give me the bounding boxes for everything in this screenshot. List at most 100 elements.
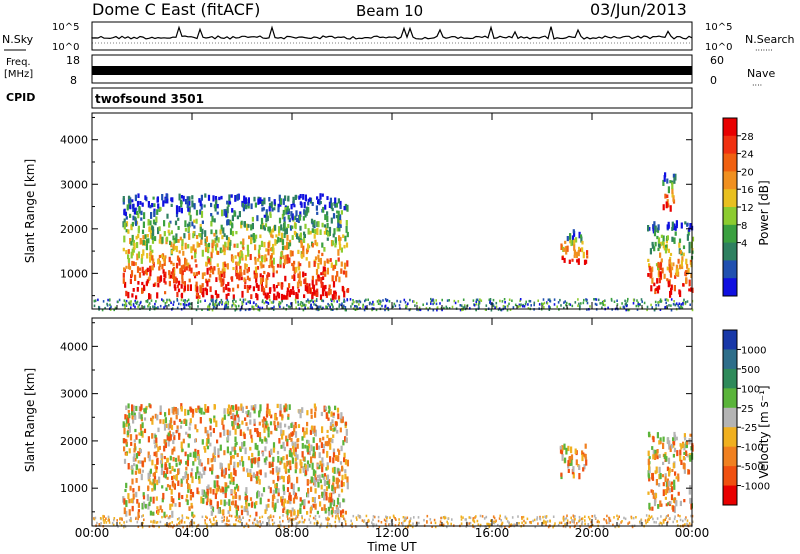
- power-echo-cell: [239, 265, 242, 270]
- velocity-clutter-cell: [398, 518, 400, 521]
- power-clutter-cell: [454, 301, 457, 305]
- velocity-echo-cell: [294, 422, 297, 426]
- velocity-echo-cell: [683, 463, 686, 470]
- velocity-echo-cell: [303, 499, 306, 506]
- power-echo-cell: [688, 247, 691, 254]
- power-echo-cell: [202, 291, 205, 298]
- power-clutter-cell: [109, 308, 112, 311]
- power-clutter-cell: [118, 298, 121, 302]
- power-clutter-cell: [282, 306, 285, 310]
- velocity-echo-cell: [285, 435, 288, 442]
- velocity-echo-cell: [303, 431, 306, 438]
- velocity-clutter-cell: [111, 521, 114, 525]
- velocity-clutter-cell: [296, 522, 299, 525]
- velocity-clutter-cell: [451, 518, 453, 521]
- velocity-clutter-cell: [286, 515, 289, 518]
- power-echo-cell: [207, 194, 211, 201]
- power-clutter-cell: [309, 306, 312, 309]
- velocity-echo-cell: [650, 489, 653, 493]
- power-echo-cell: [221, 209, 224, 217]
- power-echo-cell: [339, 243, 342, 251]
- velocity-clutter-cell: [672, 520, 674, 524]
- velocity-clutter-cell: [572, 520, 575, 523]
- power-echo-cell: [676, 271, 679, 276]
- power-echo-cell: [181, 239, 184, 247]
- velocity-echo-cell: [190, 472, 193, 477]
- velocity-clutter-cell: [270, 515, 272, 519]
- velocity-clutter-cell: [469, 521, 472, 525]
- velocity-echo-cell: [318, 474, 321, 481]
- velocity-clutter-cell: [371, 522, 374, 526]
- power-echo-cell: [210, 251, 213, 259]
- velocity-echo-cell: [336, 482, 339, 489]
- velocity-echo-cell: [204, 404, 207, 411]
- x-tick-label: 16:00: [475, 526, 510, 540]
- power-clutter-cell: [309, 299, 311, 303]
- power-clutter-cell: [625, 304, 628, 308]
- power-echo-cell: [259, 273, 262, 278]
- velocity-clutter-cell: [392, 514, 395, 518]
- velocity-echo-cell: [274, 425, 277, 431]
- velocity-clutter-cell: [686, 524, 689, 527]
- power-echo-cell: [228, 245, 231, 251]
- power-clutter-cell: [436, 308, 438, 312]
- power-echo-cell: [199, 233, 202, 238]
- velocity-echo-cell: [320, 442, 323, 448]
- cpid-program: twofsound 3501: [95, 92, 204, 106]
- power-echo-cell: [255, 234, 258, 239]
- velocity-clutter-cell: [328, 517, 330, 521]
- velocity-clutter-cell: [377, 519, 380, 523]
- velocity-echo-cell: [328, 511, 331, 516]
- velocity-echo-cell: [189, 452, 192, 458]
- power-clutter-cell: [484, 308, 487, 311]
- power-echo-cell: [193, 203, 196, 210]
- velocity-echo-cell: [155, 451, 158, 458]
- velocity-echo-cell: [245, 411, 248, 415]
- velocity-echo-cell: [672, 439, 675, 446]
- power-clutter-cell: [106, 302, 108, 306]
- velocity-clutter-cell: [588, 525, 591, 529]
- power-clutter-cell: [457, 300, 460, 303]
- power-echo-cell: [180, 201, 183, 205]
- power-echo-cell: [247, 224, 250, 228]
- power-echo-cell: [326, 196, 329, 201]
- velocity-echo-cell: [131, 478, 134, 485]
- velocity-echo-cell: [276, 421, 280, 426]
- power-colorbar-segment: [723, 171, 737, 190]
- velocity-clutter-cell: [94, 516, 97, 520]
- power-echo-cell: [240, 222, 243, 229]
- velocity-echo-cell: [658, 440, 661, 445]
- velocity-clutter-cell: [417, 516, 420, 519]
- power-echo-cell: [304, 210, 307, 218]
- velocity-clutter-cell: [578, 515, 581, 519]
- velocity-echo-cell: [564, 457, 567, 463]
- power-clutter-cell: [520, 303, 522, 306]
- velocity-echo-cell: [160, 462, 163, 468]
- power-echo-cell: [322, 292, 325, 297]
- power-echo-cell: [122, 247, 125, 252]
- velocity-clutter-cell: [113, 518, 115, 522]
- power-echo-cell: [291, 286, 295, 290]
- velocity-echo-cell: [192, 451, 195, 458]
- power-clutter-cell: [463, 304, 466, 307]
- power-clutter-cell: [311, 307, 314, 310]
- velocity-clutter-cell: [664, 518, 667, 521]
- power-clutter-cell: [338, 303, 341, 306]
- velocity-echo-cell: [342, 440, 345, 446]
- power-echo-cell: [670, 284, 673, 289]
- velocity-echo-cell: [256, 492, 259, 499]
- power-echo-cell: [144, 234, 147, 239]
- power-echo-cell: [272, 243, 275, 249]
- velocity-echo-cell: [313, 451, 316, 459]
- velocity-echo-cell: [323, 489, 326, 496]
- velocity-clutter-cell: [608, 521, 610, 525]
- power-echo-cell: [666, 178, 669, 184]
- velocity-clutter-cell: [351, 522, 353, 525]
- velocity-echo-cell: [151, 418, 154, 425]
- power-echo-cell: [173, 238, 176, 242]
- velocity-echo-cell: [312, 469, 315, 476]
- power-echo-cell: [183, 284, 186, 291]
- velocity-clutter-cell: [426, 521, 428, 524]
- power-echo-cell: [658, 277, 661, 284]
- power-echo-cell: [152, 229, 155, 236]
